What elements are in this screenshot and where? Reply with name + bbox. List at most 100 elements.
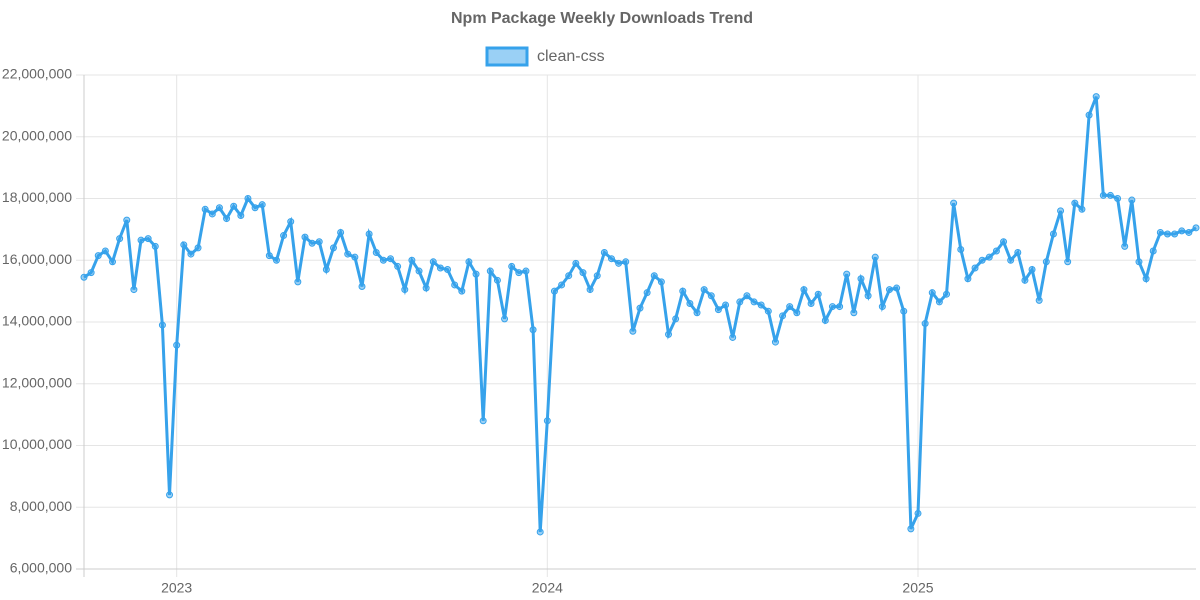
point xyxy=(558,281,566,289)
point xyxy=(1049,230,1057,238)
point xyxy=(351,253,359,261)
point xyxy=(1021,276,1029,284)
point xyxy=(372,249,380,257)
point xyxy=(458,287,466,295)
point xyxy=(935,298,943,306)
point xyxy=(1142,275,1150,283)
point xyxy=(408,256,416,264)
point xyxy=(315,238,323,246)
point xyxy=(215,204,223,212)
point xyxy=(736,298,744,306)
point xyxy=(871,253,879,261)
point xyxy=(550,287,558,295)
point xyxy=(237,211,245,219)
point xyxy=(144,235,152,243)
point xyxy=(843,270,851,278)
point xyxy=(344,250,352,258)
point xyxy=(586,286,594,294)
point xyxy=(515,269,523,277)
point xyxy=(672,315,680,323)
point xyxy=(579,269,587,277)
point xyxy=(187,250,195,258)
point xyxy=(272,256,280,264)
point xyxy=(329,244,337,252)
point xyxy=(1163,230,1171,238)
point xyxy=(244,195,252,202)
point xyxy=(208,210,216,218)
point xyxy=(700,286,708,294)
point xyxy=(401,286,409,294)
point xyxy=(1014,249,1022,257)
line xyxy=(83,96,1197,533)
point xyxy=(394,262,402,270)
x-tick-label: 2024 xyxy=(532,580,563,596)
point xyxy=(750,298,758,306)
point xyxy=(786,303,794,311)
point xyxy=(665,330,673,338)
point xyxy=(1156,228,1164,236)
y-tick-label: 14,000,000 xyxy=(2,313,72,329)
point xyxy=(1028,266,1036,274)
y-tick-label: 16,000,000 xyxy=(2,251,72,267)
point xyxy=(1106,191,1114,199)
point xyxy=(501,315,509,323)
point xyxy=(821,316,829,324)
point xyxy=(87,269,95,277)
point xyxy=(230,202,238,210)
point xyxy=(123,216,131,224)
point xyxy=(308,239,316,247)
point xyxy=(572,259,580,267)
point xyxy=(180,241,188,249)
point xyxy=(836,303,844,311)
point xyxy=(116,235,124,243)
point xyxy=(251,204,259,212)
point xyxy=(1085,111,1093,119)
point xyxy=(1000,238,1008,246)
point xyxy=(444,266,452,274)
point xyxy=(1178,227,1186,235)
point xyxy=(814,290,822,298)
point xyxy=(1035,296,1043,304)
y-tick-label: 10,000,000 xyxy=(2,436,72,452)
point xyxy=(1078,205,1086,213)
point xyxy=(130,286,138,294)
point xyxy=(1121,242,1129,250)
point xyxy=(387,255,395,263)
point xyxy=(907,525,915,533)
point xyxy=(493,276,501,284)
point xyxy=(536,528,544,536)
point xyxy=(287,218,295,226)
point xyxy=(857,275,865,283)
y-tick-label: 8,000,000 xyxy=(10,498,72,514)
point xyxy=(1192,224,1200,232)
point xyxy=(921,320,929,328)
point xyxy=(779,312,787,320)
point xyxy=(686,299,694,307)
point xyxy=(643,289,651,297)
point xyxy=(201,205,209,213)
point xyxy=(1064,258,1072,266)
point xyxy=(258,201,266,209)
point xyxy=(322,266,330,274)
point xyxy=(914,509,922,517)
point xyxy=(693,309,701,317)
point xyxy=(1114,195,1122,202)
legend-label: clean-css xyxy=(537,48,605,65)
x-tick-label: 2023 xyxy=(161,580,192,596)
point xyxy=(900,307,908,315)
point xyxy=(472,270,480,278)
point xyxy=(543,417,551,425)
point xyxy=(415,267,423,275)
point xyxy=(522,267,530,275)
point xyxy=(151,242,159,250)
point xyxy=(465,258,473,266)
point xyxy=(486,267,494,275)
point xyxy=(743,292,751,300)
point xyxy=(1128,196,1136,204)
point xyxy=(629,327,637,335)
point xyxy=(137,236,145,244)
point xyxy=(379,256,387,264)
point xyxy=(793,309,801,317)
point xyxy=(964,275,972,283)
point xyxy=(94,252,102,260)
